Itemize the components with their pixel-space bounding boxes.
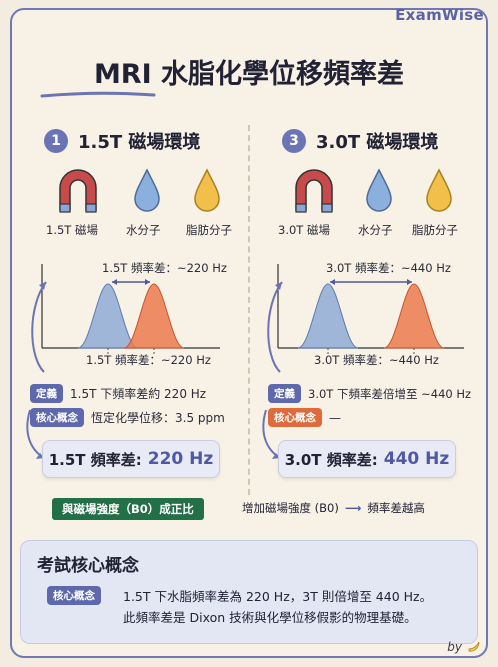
fat-drop-icon xyxy=(194,168,220,212)
section-title: 1.5T 磁場環境 xyxy=(78,132,201,153)
icon-label-magnet: 3.0T 磁場 xyxy=(278,223,330,237)
spectrum-plot xyxy=(277,264,464,354)
result-label: 3.0T 頻率差: xyxy=(284,450,378,469)
page-title: MRI 水脂化學位移頻率差 xyxy=(93,59,405,90)
section-title: 3.0T 磁場環境 xyxy=(316,132,439,153)
icon-label-fat: 脂肪分子 xyxy=(186,223,232,237)
section-number-badge: 1 xyxy=(44,129,68,153)
graph-top-label: 1.5T 頻率差：~220 Hz xyxy=(102,261,227,275)
result-label: 1.5T 頻率差: xyxy=(48,450,142,469)
graph-bottom-label: 1.5T 頻率差：~220 Hz xyxy=(86,353,211,367)
curved-arrow-icon xyxy=(31,281,47,373)
definition-text: 3.0T 下頻率差倍增至 ~440 Hz xyxy=(308,386,472,401)
magnet-icon xyxy=(59,169,97,213)
icon-label-fat: 脂肪分子 xyxy=(412,223,458,237)
byline: by xyxy=(447,639,482,655)
section-header: 1 1.5T 磁場環境 xyxy=(44,128,200,154)
concept-tag: 核心概念 xyxy=(30,408,84,427)
concept-tag: 核心概念 xyxy=(268,408,322,427)
spectrum-graph: 3.0T 頻率差：~440 Hz 3.0T 頻率差：~440 Hz xyxy=(258,254,494,378)
curved-arrow-icon xyxy=(267,281,283,373)
spectrum-graph: 1.5T 頻率差：~220 Hz 1.5T 頻率差：~220 Hz xyxy=(20,254,256,378)
proportional-banner: 與磁場強度（B0）成正比 xyxy=(52,498,204,520)
core-line-1: 1.5T 下水脂頻率差為 220 Hz，3T 則倍增至 440 Hz。 xyxy=(123,589,433,604)
column-divider xyxy=(248,125,250,495)
result-value: 440 Hz xyxy=(383,449,450,469)
graph-bottom-label: 3.0T 頻率差：~440 Hz xyxy=(314,353,439,367)
result-box: 3.0T 頻率差: 440 Hz xyxy=(278,440,456,478)
fat-drop-icon xyxy=(426,168,452,212)
result-value: 220 Hz xyxy=(147,449,214,469)
water-drop-icon xyxy=(366,168,392,212)
definition-row: 定義 3.0T 下頻率差倍增至 ~440 Hz xyxy=(268,384,471,403)
water-drop-icon xyxy=(134,168,160,212)
section-header: 3 3.0T 磁場環境 xyxy=(282,128,438,154)
result-box: 1.5T 頻率差: 220 Hz xyxy=(42,440,220,478)
icon-label-magnet: 1.5T 磁場 xyxy=(46,223,98,237)
increase-statement: 增加磁場強度 (B0) ⟶ 頻率差越高 xyxy=(242,500,425,516)
right-arrow-icon: ⟶ xyxy=(344,501,362,515)
section-3-0t: 3 3.0T 磁場環境 3.0T 磁場 水分子 脂肪分子 3.0T 頻率差：~4… xyxy=(258,118,494,518)
icon-label-water: 水分子 xyxy=(358,223,393,237)
definition-tag: 定義 xyxy=(30,384,63,403)
increase-result: 頻率差越高 xyxy=(367,501,425,515)
definition-tag: 定義 xyxy=(268,384,301,403)
section-1-5t: 1 1.5T 磁場環境 1.5T 磁場 水分子 脂肪分子 1.5T 頻率差：~2… xyxy=(20,118,256,518)
banana-logo-icon xyxy=(468,641,480,652)
icon-label-water: 水分子 xyxy=(126,223,161,237)
concept-row: 核心概念 恆定化學位移：3.5 ppm xyxy=(30,408,225,427)
core-line-2: 此頻率差是 Dixon 技術與化學位移假影的物理基礎。 xyxy=(123,610,417,625)
graph-top-label: 3.0T 頻率差：~440 Hz xyxy=(326,261,451,275)
definition-row: 定義 1.5T 下頻率差約 220 Hz xyxy=(30,384,206,403)
definition-text: 1.5T 下頻率差約 220 Hz xyxy=(70,387,207,401)
spectrum-plot xyxy=(41,264,220,354)
concept-text: — xyxy=(329,410,341,425)
magnet-icon xyxy=(295,169,333,213)
core-tag: 核心概念 xyxy=(47,586,101,605)
exam-core-box: 考試核心概念 核心概念 1.5T 下水脂頻率差為 220 Hz，3T 則倍增至 … xyxy=(20,540,478,644)
increase-text: 增加磁場強度 (B0) xyxy=(242,501,339,515)
title-underline-decoration xyxy=(40,91,156,98)
brand-logo: ExamWise xyxy=(395,6,484,24)
concept-row: 核心概念 — xyxy=(268,408,341,427)
core-title: 考試核心概念 xyxy=(37,556,139,576)
concept-text: 恆定化學位移：3.5 ppm xyxy=(91,411,225,425)
byline-text: by xyxy=(447,640,462,654)
section-number-badge: 3 xyxy=(282,129,306,153)
